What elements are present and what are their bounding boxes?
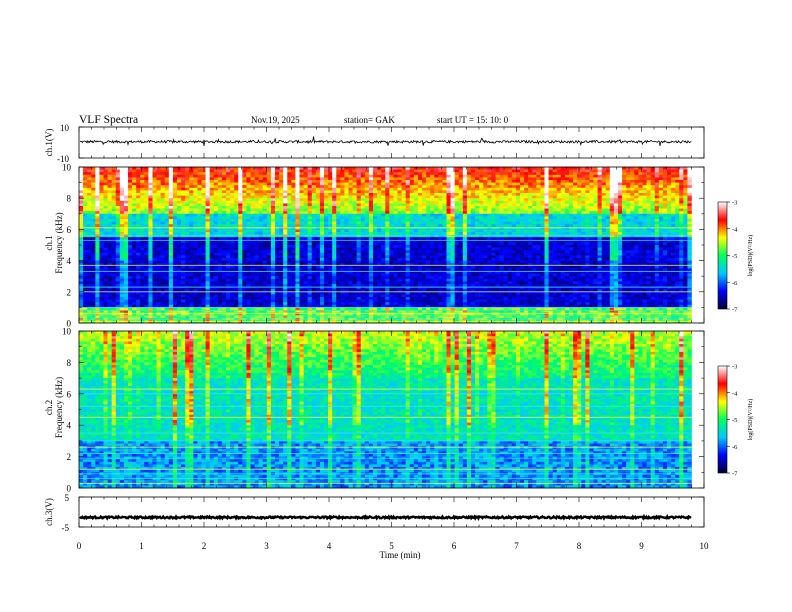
ch2-spectrogram-panel: 0 2 4 6 8 10 ch.2Frequency (kHz) [44,327,705,494]
ch2-spectrogram-ytick-8: 8 [67,358,72,368]
ch2-spectrogram-colorbar-tick--3: -3 [732,364,737,371]
ch1-spectrogram-ytick-4: 4 [67,256,72,266]
ch1-spectrogram-image [79,167,692,324]
x-tick-4: 4 [327,541,332,551]
ch2-spectrogram-ytick-0: 0 [67,484,72,494]
ch2-spectrogram-image [79,331,692,489]
ch1-spectrogram-colorbar-bar [717,201,728,310]
x-tick-7: 7 [514,541,519,551]
ch2-spectrogram-colorbar-tick--5: -5 [732,417,737,424]
ch1-waveform-ytick-top: 10 [60,123,70,133]
ch3-waveform-panel: 5 -5 ch.3(V) [44,493,705,533]
ch2-spectrogram-ytick-6: 6 [67,389,72,399]
ch2-spectrogram-ytick-10: 10 [62,327,72,337]
ch1-spectrogram-colorbar-tick--6: -6 [732,280,738,287]
ch1-spectrogram-ytick-8: 8 [67,194,72,204]
ch1-spectrogram-colorbar-tick--4: -4 [732,226,738,233]
figure-title: VLF Spectra [79,114,138,126]
ch2-spectrogram-colorbar-tick--4: -4 [732,390,738,397]
ch3-waveform-trace [79,513,692,521]
ch2-spectrogram-colorbar-tick--7: -7 [732,471,738,478]
start-time-label: start UT = 15: 10: 0 [437,115,509,125]
station-label: station= GAK [344,115,395,125]
ch2-spectrogram-ytick-2: 2 [67,452,72,462]
ch1-spectrogram-ytick-10: 10 [62,163,72,173]
ch1-spectrogram-colorbar-label: log(PSD)(V²/Hz) [747,235,754,276]
ch2-colorbar: -3 -4 -5 -6 -7 log(PSD)(V²/Hz) [717,364,754,478]
ch1-spectrogram-colorbar-tick--7: -7 [732,307,738,314]
ch1-waveform-ytick-bottom: -10 [57,154,69,164]
ch1-colorbar: -3 -4 -5 -6 -7 log(PSD)(V²/Hz) [717,200,754,314]
x-tick-3: 3 [264,541,269,551]
ch3-waveform-ylabel: ch.3(V) [44,498,54,526]
ch1-waveform-trace [79,136,692,147]
ch2-spectrogram-colorbar-label: log(PSD)(V²/Hz) [747,399,754,440]
x-tick-1: 1 [139,541,144,551]
ch1-spectrogram-ytick-0: 0 [67,319,72,329]
x-axis-label: Time (min) [380,550,421,560]
ch1-spectrogram-ytick-2: 2 [67,287,72,297]
ch1-spectrogram-colorbar-tick--5: -5 [732,253,737,260]
x-tick-5: 5 [389,541,394,551]
x-tick-6: 6 [452,541,457,551]
ch3-waveform-ytick-top: 5 [65,493,70,503]
ch2-spectrogram-ytick-4: 4 [67,421,72,431]
x-tick-8: 8 [577,541,582,551]
time-axis: 0 1 2 3 4 5 6 7 8 9 10 [77,541,709,551]
x-tick-0: 0 [77,541,82,551]
ch1-spectrogram-panel: 0 2 4 6 8 10 ch.1Frequency (kHz) [44,163,705,329]
x-tick-10: 10 [700,541,710,551]
x-tick-9: 9 [639,541,644,551]
ch1-spectrogram-ytick-6: 6 [67,225,72,235]
ch2-spectrogram-colorbar-bar [717,365,728,474]
ch1-waveform-ylabel: ch.1(V) [44,129,54,157]
ch1-spectrogram-ylabel: ch.1Frequency (kHz) [44,212,64,273]
date-label: Nov.19, 2025 [251,115,300,125]
ch1-spectrogram-colorbar-tick--3: -3 [732,200,737,207]
x-tick-2: 2 [202,541,207,551]
ch2-spectrogram-ylabel: ch.2Frequency (kHz) [44,377,64,438]
ch3-waveform-ytick-bottom: -5 [62,523,70,533]
ch2-spectrogram-colorbar-tick--6: -6 [732,444,738,451]
